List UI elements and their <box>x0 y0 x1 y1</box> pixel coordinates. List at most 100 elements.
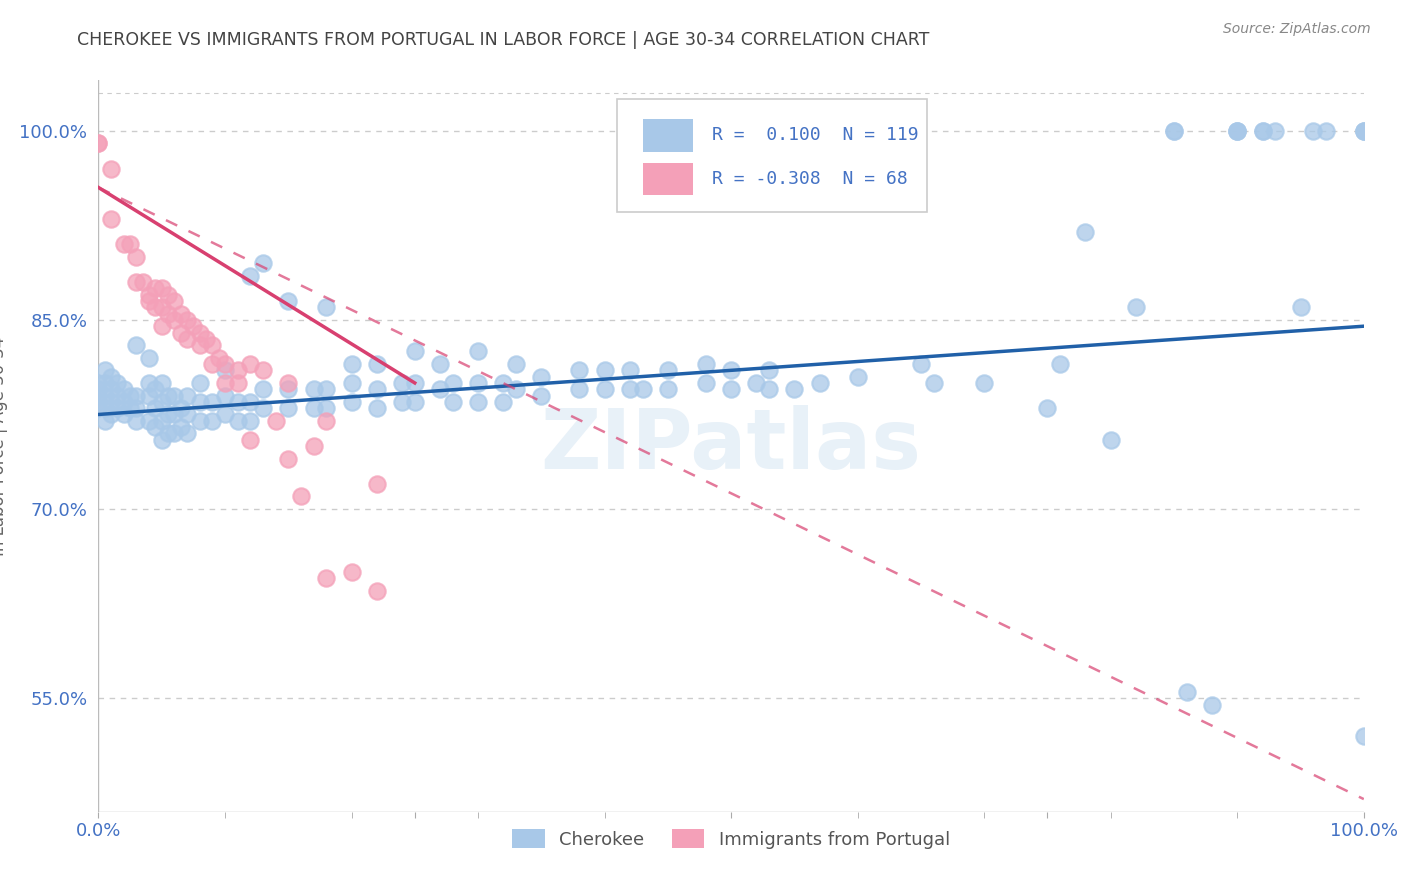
Point <box>150 300 173 314</box>
Point <box>252 401 274 416</box>
Point <box>163 313 186 327</box>
Point <box>758 363 780 377</box>
Point <box>467 344 489 359</box>
Point <box>150 376 173 390</box>
Point <box>593 363 616 377</box>
Point <box>226 414 249 428</box>
Point <box>138 414 160 428</box>
Text: R =  0.100  N = 119: R = 0.100 N = 119 <box>711 126 918 145</box>
Point <box>505 357 527 371</box>
Text: R = -0.308  N = 68: R = -0.308 N = 68 <box>711 170 908 188</box>
Point <box>467 395 489 409</box>
Point <box>157 307 180 321</box>
Point <box>169 307 191 321</box>
Point <box>145 281 166 295</box>
Point <box>100 212 122 227</box>
Point <box>467 376 489 390</box>
Point <box>1302 124 1324 138</box>
Point <box>1049 357 1071 371</box>
Point <box>745 376 768 390</box>
Point <box>302 401 325 416</box>
Point <box>239 357 262 371</box>
Point <box>1163 124 1185 138</box>
Point <box>530 388 553 402</box>
Point <box>277 293 299 308</box>
Point <box>1315 124 1337 138</box>
Point <box>169 420 191 434</box>
Point <box>138 293 160 308</box>
Point <box>145 382 166 396</box>
Point <box>758 382 780 396</box>
Point <box>100 161 122 176</box>
Point <box>1353 124 1375 138</box>
Point <box>492 376 515 390</box>
Point <box>201 338 224 352</box>
Point <box>100 395 122 409</box>
Point <box>125 275 148 289</box>
Point <box>441 395 464 409</box>
Point <box>112 408 135 422</box>
Point <box>315 382 337 396</box>
Point <box>176 332 198 346</box>
Point <box>290 490 312 504</box>
Point <box>1226 124 1249 138</box>
Point <box>188 395 211 409</box>
Point <box>315 401 337 416</box>
Point <box>112 382 135 396</box>
Point <box>93 363 117 377</box>
Point <box>214 357 236 371</box>
Point <box>366 476 388 491</box>
Point <box>93 376 117 390</box>
Point <box>1251 124 1274 138</box>
Point <box>188 414 211 428</box>
Point <box>340 357 363 371</box>
Point <box>150 395 173 409</box>
Point <box>138 351 160 365</box>
Point <box>100 369 122 384</box>
Point <box>340 395 363 409</box>
Point <box>145 300 166 314</box>
Point <box>315 414 337 428</box>
Point <box>157 287 180 301</box>
Point <box>169 326 191 340</box>
Point <box>922 376 945 390</box>
Point <box>100 408 122 422</box>
Point <box>107 376 129 390</box>
Point <box>201 395 224 409</box>
Point <box>441 376 464 390</box>
Point <box>1175 685 1198 699</box>
Point <box>176 388 198 402</box>
Point <box>107 401 129 416</box>
Point <box>619 382 641 396</box>
Point <box>404 395 426 409</box>
Point <box>568 382 591 396</box>
Point <box>176 408 198 422</box>
Point <box>87 136 110 151</box>
Point <box>239 433 262 447</box>
Point <box>910 357 932 371</box>
Point <box>87 376 110 390</box>
Text: Source: ZipAtlas.com: Source: ZipAtlas.com <box>1223 22 1371 37</box>
Point <box>201 414 224 428</box>
Point <box>93 388 117 402</box>
Point <box>87 136 110 151</box>
Point <box>112 395 135 409</box>
FancyBboxPatch shape <box>643 162 693 195</box>
Point <box>107 388 129 402</box>
Legend: Cherokee, Immigrants from Portugal: Cherokee, Immigrants from Portugal <box>503 820 959 857</box>
Point <box>366 584 388 599</box>
Point <box>505 382 527 396</box>
Point <box>1226 124 1249 138</box>
Point <box>1163 124 1185 138</box>
Point <box>169 401 191 416</box>
Point <box>391 395 413 409</box>
Point <box>125 414 148 428</box>
Point <box>391 376 413 390</box>
Point <box>145 420 166 434</box>
Point <box>302 439 325 453</box>
Point <box>657 363 679 377</box>
Point <box>277 451 299 466</box>
Point <box>1226 124 1249 138</box>
Point <box>1353 729 1375 743</box>
Text: ZIPatlas: ZIPatlas <box>541 406 921 486</box>
